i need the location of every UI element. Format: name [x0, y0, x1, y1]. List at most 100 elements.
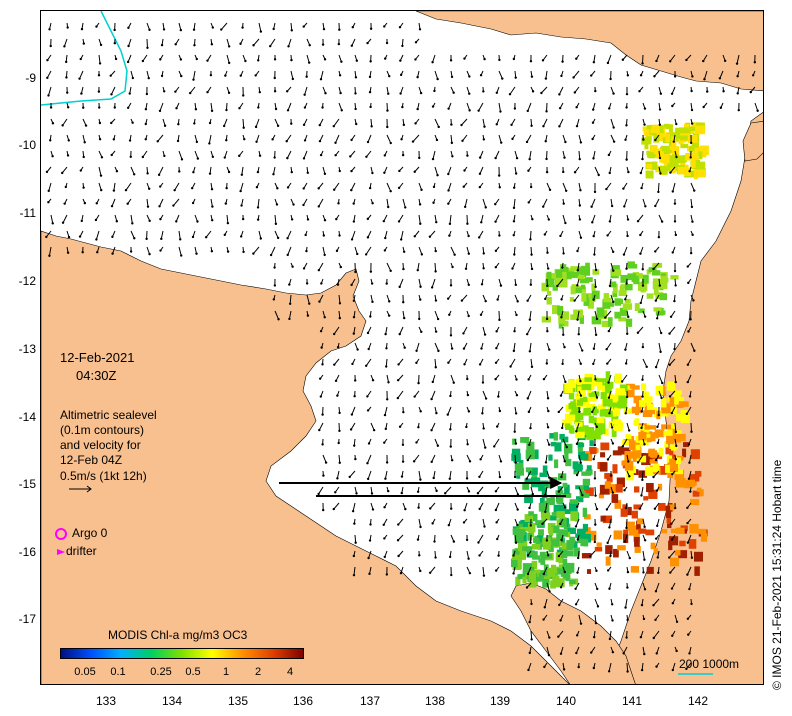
velocity-arrow-head — [515, 313, 518, 317]
velocity-arrow-head — [145, 237, 148, 241]
velocity-arrow-head — [350, 188, 353, 192]
chlorophyll-cell — [556, 533, 564, 541]
velocity-arrow-head — [640, 494, 643, 497]
chlorophyll-cell — [569, 536, 575, 544]
velocity-arrow-head — [689, 251, 693, 255]
velocity-arrow-head — [49, 106, 53, 109]
velocity-arrow — [530, 630, 533, 640]
velocity-arrow-head — [548, 188, 552, 192]
velocity-arrow-head — [467, 234, 470, 238]
chlorophyll-cell — [511, 448, 521, 455]
velocity-arrow-head — [385, 461, 389, 464]
chlorophyll-cell — [564, 383, 573, 394]
velocity-arrow-head — [180, 158, 184, 161]
velocity-arrow-head — [321, 413, 324, 416]
chlorophyll-cell — [680, 143, 689, 149]
velocity-arrow-head — [545, 317, 549, 321]
velocity-arrow-head — [605, 348, 608, 351]
velocity-arrow-head — [196, 220, 199, 223]
velocity-arrow-head — [452, 381, 455, 384]
chlorophyll-cell — [526, 546, 532, 552]
chlorophyll-cell — [633, 450, 641, 459]
chlorophyll-cell — [581, 471, 592, 476]
velocity-arrow-head — [686, 380, 689, 384]
velocity-arrow-head — [273, 266, 276, 269]
chlorophyll-cell — [569, 414, 576, 421]
velocity-arrow-head — [383, 154, 387, 157]
velocity-arrow — [333, 502, 340, 510]
velocity-arrow-head — [482, 90, 485, 93]
velocity-arrow-head — [276, 236, 280, 240]
velocity-arrow-head — [640, 603, 644, 607]
velocity-arrow-head — [479, 313, 483, 316]
chlorophyll-cell — [533, 569, 541, 576]
chlorophyll-cell — [622, 447, 631, 455]
velocity-arrow-head — [400, 238, 403, 241]
velocity-arrow-head — [451, 155, 454, 158]
velocity-arrow-head — [595, 507, 599, 511]
velocity-arrow — [318, 198, 324, 207]
velocity-arrow-head — [178, 170, 181, 173]
velocity-arrow-head — [590, 651, 593, 654]
velocity-arrow-head — [386, 489, 390, 493]
map-time: 04:30Z — [76, 368, 117, 383]
chlorophyll-cell — [587, 387, 592, 396]
velocity-arrow-head — [656, 524, 659, 528]
velocity-arrow-head — [544, 297, 547, 301]
velocity-arrow-head — [589, 554, 592, 558]
velocity-arrow-head — [500, 141, 503, 144]
colorbar-tick: 0.1 — [110, 666, 126, 678]
velocity-arrow-head — [608, 220, 612, 223]
velocity-arrow-head — [368, 75, 372, 79]
chlorophyll-cell — [667, 523, 672, 529]
velocity-arrow-head — [530, 602, 533, 606]
velocity-arrow-head — [160, 43, 164, 47]
velocity-arrow-head — [643, 558, 646, 561]
velocity-arrow — [594, 598, 599, 607]
chlorophyll-cell — [512, 438, 517, 445]
velocity-arrow-head — [559, 394, 563, 397]
velocity-arrow — [482, 390, 487, 399]
velocity-arrow-head — [543, 233, 547, 236]
velocity-arrow-head — [558, 603, 561, 607]
velocity-arrow-head — [606, 541, 609, 545]
velocity-arrow-head — [594, 268, 598, 272]
velocity-arrow-head — [286, 237, 289, 240]
velocity-arrow-head — [276, 124, 280, 128]
velocity-arrow — [464, 502, 468, 511]
chlorophyll-cell — [620, 508, 628, 517]
chlorophyll-cell — [541, 282, 549, 292]
velocity-arrow-head — [611, 650, 615, 654]
velocity-arrow-head — [626, 234, 629, 238]
velocity-arrow-head — [223, 156, 226, 159]
velocity-arrow-head — [478, 156, 482, 159]
velocity-arrow — [577, 310, 580, 320]
velocity-arrow — [450, 374, 455, 383]
velocity-arrow-head — [243, 137, 246, 141]
velocity-arrow — [478, 534, 484, 543]
chlorophyll-cell — [586, 465, 592, 471]
chlorophyll-cell — [634, 444, 641, 454]
velocity-arrow-head — [366, 217, 370, 221]
velocity-arrow-head — [642, 617, 646, 621]
velocity-arrow-head — [687, 443, 691, 446]
chlorophyll-cell — [551, 525, 560, 534]
velocity-arrow — [418, 182, 422, 191]
chlorophyll-cell — [542, 579, 550, 588]
chlorophyll-cell — [674, 159, 679, 166]
chlorophyll-cell — [639, 399, 646, 407]
velocity-arrow — [159, 198, 164, 207]
velocity-arrow-head — [527, 169, 530, 172]
velocity-arrow-head — [144, 122, 148, 126]
velocity-arrow-head — [210, 188, 214, 191]
velocity-arrow-head — [627, 460, 630, 463]
velocity-arrow-head — [290, 29, 293, 32]
chlorophyll-cell — [540, 552, 545, 561]
velocity-arrow-head — [722, 90, 725, 93]
velocity-arrow-head — [592, 234, 595, 238]
y-tick: -13 — [18, 342, 36, 356]
velocity-arrow-head — [319, 153, 323, 157]
velocity-arrow — [575, 422, 580, 432]
velocity-arrow-head — [735, 62, 739, 65]
velocity-arrow — [210, 198, 213, 207]
